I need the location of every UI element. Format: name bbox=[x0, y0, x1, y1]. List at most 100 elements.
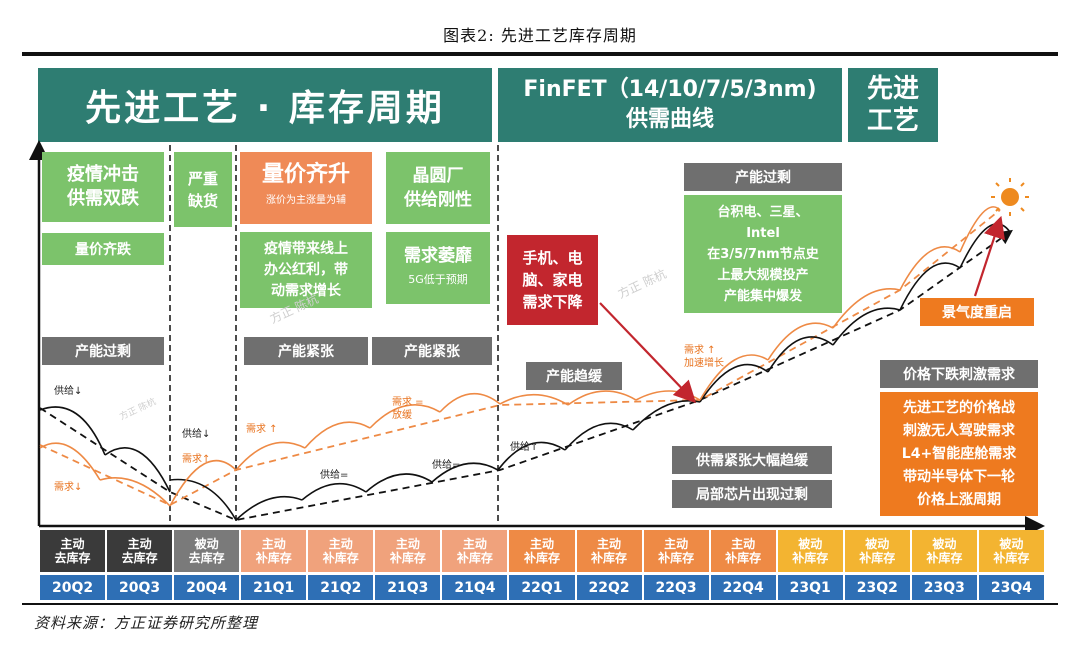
box-tsmc-line3: 在3/5/7nm节点史 bbox=[707, 246, 819, 262]
stage-line2: 补库存 bbox=[456, 551, 493, 565]
quarter-cell: 23Q4 bbox=[978, 575, 1044, 600]
label-demand-eq: 需求 = 放缓 bbox=[392, 396, 424, 422]
box-phone-line2: 脑、家电 bbox=[522, 271, 583, 289]
stage-cell: 主动 补库存 bbox=[442, 530, 508, 572]
box-tsmc-line5: 产能集中爆发 bbox=[723, 288, 802, 304]
label-demand-eq-line2: 放缓 bbox=[392, 410, 412, 421]
box-vol-price-rise-title: 量价齐升 bbox=[261, 162, 350, 187]
box-severe-line2: 缺货 bbox=[187, 191, 218, 210]
stage-line1: 主动 bbox=[261, 537, 286, 551]
stage-line1: 主动 bbox=[395, 537, 420, 551]
box-epidemic-line2: 供需双跌 bbox=[67, 188, 139, 209]
box-restart: 景气度重启 bbox=[920, 298, 1034, 326]
box-online-dividend: 疫情带来线上 办公红利，带 动需求增长 bbox=[240, 232, 372, 308]
stage-cell: 被动 补库存 bbox=[777, 530, 843, 572]
stage-row: 主动 去库存 主动 去库存 被动 去库存 主动 补库存 主动 补库存 主动 补库存 主动 补库存 主动 补库存… bbox=[40, 530, 1044, 572]
box-price-fall: 价格下跌刺激需求 bbox=[880, 360, 1038, 388]
stage-cell: 主动 补库存 bbox=[375, 530, 441, 572]
stage-line2: 补库存 bbox=[322, 551, 359, 565]
box-vol-price-rise-sub: 涨价为主涨量为辅 bbox=[266, 195, 346, 206]
quarter-cell: 21Q2 bbox=[308, 575, 374, 600]
stage-cell: 主动 去库存 bbox=[107, 530, 173, 572]
quarter-cell: 21Q4 bbox=[442, 575, 508, 600]
stage-line2: 去库存 bbox=[54, 551, 91, 565]
box-demand-weak: 需求萎靡 5G低于预期 bbox=[386, 232, 490, 304]
restart-arrow bbox=[973, 215, 1005, 297]
quarter-cell: 22Q3 bbox=[643, 575, 709, 600]
stage-cell: 主动 补库存 bbox=[710, 530, 776, 572]
stage-line2: 补库存 bbox=[859, 551, 896, 565]
stage-line1: 被动 bbox=[865, 537, 890, 551]
box-vol-price-rise: 量价齐升 涨价为主涨量为辅 bbox=[240, 152, 372, 224]
stage-cell: 被动 补库存 bbox=[978, 530, 1044, 572]
label-supply-up: 供给↑ bbox=[510, 442, 539, 453]
figure-title: 图表2: 先进工艺库存周期 bbox=[443, 26, 637, 45]
stage-cell: 主动 补库存 bbox=[643, 530, 709, 572]
top-rule bbox=[22, 52, 1058, 56]
stage-line2: 补库存 bbox=[725, 551, 762, 565]
stage-cell: 主动 补库存 bbox=[308, 530, 374, 572]
box-overcap-top: 产能过剩 bbox=[684, 163, 842, 191]
stage-cell: 被动 去库存 bbox=[174, 530, 240, 572]
stage-cell: 主动 补库存 bbox=[576, 530, 642, 572]
stage-line1: 主动 bbox=[529, 537, 554, 551]
quarter-cell: 20Q4 bbox=[174, 575, 240, 600]
quarter-cell: 20Q2 bbox=[40, 575, 106, 600]
box-phone-demand-drop: 手机、电 脑、家电 需求下降 bbox=[507, 235, 598, 325]
header-mid-line1: FinFET（14/10/7/5/3nm) bbox=[523, 77, 817, 102]
header-right-line1: 先进 bbox=[866, 74, 919, 104]
box-dividend-line1: 疫情带来线上 bbox=[264, 240, 348, 257]
stage-cell: 被动 补库存 bbox=[911, 530, 977, 572]
label-supply-down-2: 供给↓ bbox=[182, 429, 211, 440]
box-war-line1: 先进工艺的价格战 bbox=[903, 399, 1015, 416]
box-epidemic-line1: 疫情冲击 bbox=[67, 164, 139, 185]
box-tsmc-line2: Intel bbox=[746, 225, 780, 241]
stage-cell: 主动 补库存 bbox=[509, 530, 575, 572]
box-wafer-line1: 晶圆厂 bbox=[412, 166, 464, 186]
state-easing-big: 供需紧张大幅趋缓 bbox=[672, 446, 832, 474]
box-dividend-line3: 动需求增长 bbox=[271, 282, 341, 299]
label-demand-up-3: 需求 ↑ 加速增长 bbox=[684, 344, 724, 370]
label-demand-up: 需求↑ bbox=[182, 454, 211, 465]
label-supply-eq-2: 供给= bbox=[432, 460, 461, 471]
header-mid: FinFET（14/10/7/5/3nm) 供需曲线 bbox=[498, 68, 842, 142]
stage-line2: 补库存 bbox=[926, 551, 963, 565]
label-demand-up-2: 需求 ↑ bbox=[246, 424, 278, 435]
stage-line1: 主动 bbox=[731, 537, 756, 551]
quarter-row: 20Q2 20Q3 20Q4 21Q1 21Q2 21Q3 21Q4 22Q1 22Q2 22Q3… bbox=[40, 575, 1044, 600]
state-overcap: 产能过剩 bbox=[42, 337, 164, 365]
box-wafer-rigid: 晶圆厂 供给刚性 bbox=[386, 152, 490, 224]
quarter-cell: 21Q3 bbox=[375, 575, 441, 600]
quarter-cell: 23Q2 bbox=[844, 575, 910, 600]
box-phone-line3: 需求下降 bbox=[522, 293, 583, 311]
stage-line1: 被动 bbox=[798, 537, 823, 551]
stage-line1: 被动 bbox=[194, 537, 219, 551]
header-mid-line2: 供需曲线 bbox=[625, 107, 714, 132]
box-war-line5: 价格上涨周期 bbox=[917, 491, 1001, 508]
quarter-cell: 22Q1 bbox=[509, 575, 575, 600]
demand-curve bbox=[39, 206, 1001, 507]
state-easing: 产能趋缓 bbox=[526, 362, 622, 390]
box-demand-weak-sub: 5G低于预期 bbox=[408, 273, 468, 286]
quarter-cell: 22Q2 bbox=[576, 575, 642, 600]
quarter-cell: 22Q4 bbox=[710, 575, 776, 600]
stage-line2: 补库存 bbox=[591, 551, 628, 565]
supply-curve bbox=[39, 223, 1011, 521]
box-vol-price-fall: 量价齐跌 bbox=[42, 233, 164, 265]
quarter-cell: 21Q1 bbox=[241, 575, 307, 600]
stage-line2: 去库存 bbox=[188, 551, 225, 565]
box-war-line3: L4+智能座舱需求 bbox=[901, 445, 1017, 462]
label-demand-up-3-line1: 需求 ↑ bbox=[684, 345, 716, 356]
stage-cell: 主动 补库存 bbox=[241, 530, 307, 572]
box-phone-line1: 手机、电 bbox=[522, 249, 583, 267]
stage-cell: 主动 去库存 bbox=[40, 530, 106, 572]
label-supply-down: 供给↓ bbox=[54, 386, 83, 397]
stage-line2: 补库存 bbox=[658, 551, 695, 565]
label-demand-down: 需求↓ bbox=[54, 482, 83, 493]
state-tight-1: 产能紧张 bbox=[244, 337, 368, 365]
stage-line1: 主动 bbox=[328, 537, 353, 551]
stage-line2: 补库存 bbox=[523, 551, 560, 565]
stage-cell: 被动 补库存 bbox=[844, 530, 910, 572]
box-war-line2: 刺激无人驾驶需求 bbox=[903, 422, 1015, 439]
stage-line1: 被动 bbox=[932, 537, 957, 551]
